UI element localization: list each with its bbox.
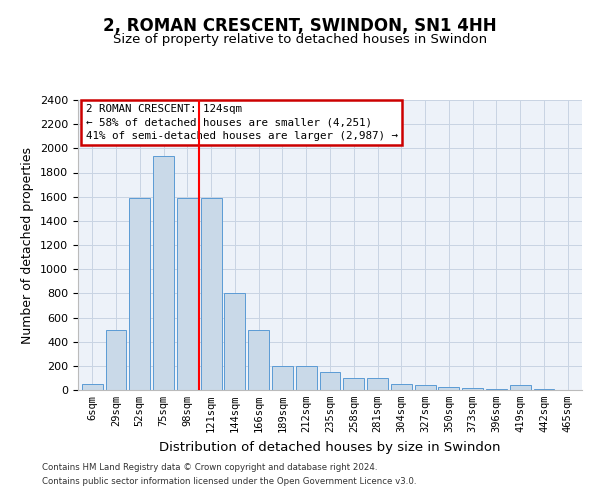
Bar [224, 294, 245, 390]
Bar [153, 156, 174, 390]
Y-axis label: Number of detached properties: Number of detached properties [22, 146, 34, 344]
Bar [343, 378, 364, 390]
Bar [106, 330, 127, 390]
Bar [130, 198, 150, 390]
Bar [462, 388, 483, 390]
Bar [296, 366, 317, 390]
Bar [415, 384, 436, 390]
Bar [200, 198, 221, 390]
Bar [177, 198, 198, 390]
Bar [248, 330, 269, 390]
Bar [320, 372, 340, 390]
Bar [272, 366, 293, 390]
Bar [510, 385, 530, 390]
X-axis label: Distribution of detached houses by size in Swindon: Distribution of detached houses by size … [159, 440, 501, 454]
Text: 2, ROMAN CRESCENT, SWINDON, SN1 4HH: 2, ROMAN CRESCENT, SWINDON, SN1 4HH [103, 18, 497, 36]
Bar [391, 384, 412, 390]
Text: Size of property relative to detached houses in Swindon: Size of property relative to detached ho… [113, 32, 487, 46]
Text: Contains HM Land Registry data © Crown copyright and database right 2024.: Contains HM Land Registry data © Crown c… [42, 464, 377, 472]
Text: 2 ROMAN CRESCENT: 124sqm
← 58% of detached houses are smaller (4,251)
41% of sem: 2 ROMAN CRESCENT: 124sqm ← 58% of detach… [86, 104, 398, 141]
Text: Contains public sector information licensed under the Open Government Licence v3: Contains public sector information licen… [42, 477, 416, 486]
Bar [367, 378, 388, 390]
Bar [439, 387, 460, 390]
Bar [486, 389, 507, 390]
Bar [82, 384, 103, 390]
